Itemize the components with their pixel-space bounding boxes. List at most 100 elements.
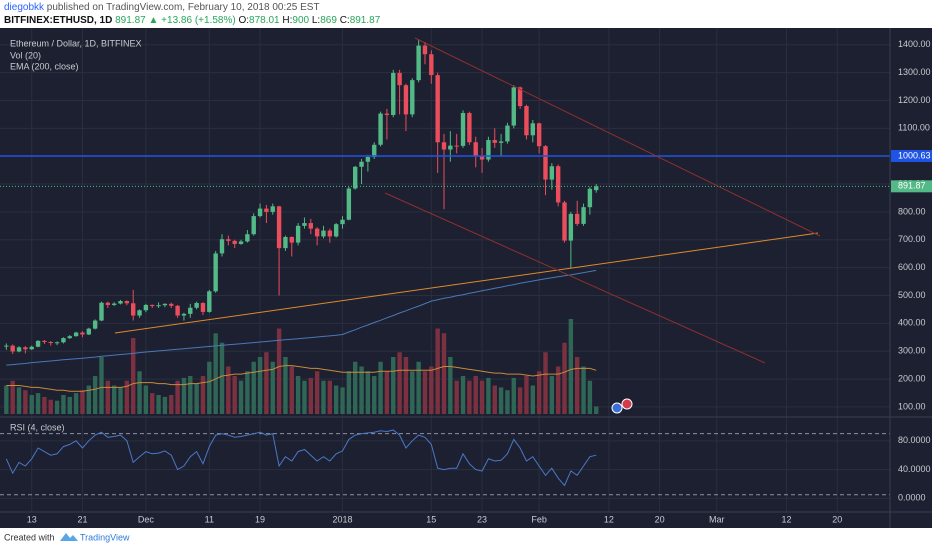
volume-layer [4, 319, 599, 414]
price-layer [0, 39, 890, 487]
volume-bar [435, 328, 440, 414]
volume-bar [422, 371, 428, 414]
volume-bar [67, 396, 72, 414]
y-tick-label: 700.00 [898, 234, 926, 244]
candle-body [35, 340, 41, 347]
candle-body [594, 186, 599, 191]
volume-bar [378, 361, 383, 414]
volume-bar [562, 342, 567, 414]
l-prefix: L: [312, 15, 320, 26]
candle-body [175, 305, 180, 316]
price-label: 1000.63 [898, 150, 931, 160]
volume-bar [479, 380, 485, 414]
candle-body [581, 207, 586, 224]
volume-bar [555, 366, 561, 414]
candle-body [226, 239, 231, 241]
x-tick-label: Dec [138, 514, 155, 524]
volume-bar [131, 338, 136, 414]
candle-body [295, 225, 301, 243]
volume-bar [251, 361, 256, 414]
channel-line [414, 37, 821, 237]
volume-bar [505, 390, 510, 414]
candle-body [4, 345, 9, 347]
candle-body [54, 342, 60, 344]
candle-body [289, 236, 294, 243]
volume-bar [594, 406, 599, 414]
y-tick-label: 1300.00 [898, 67, 931, 77]
volume-bar [137, 371, 142, 414]
candle-body [73, 332, 79, 337]
candle-body [384, 113, 390, 115]
candle-body [264, 208, 269, 212]
labels: 13 21 Dec 11 19 2018 15 23 Feb 12 20 Mar 12 20 100.00 2… [27, 39, 932, 524]
candle-body [86, 328, 91, 335]
volume-bar [105, 380, 111, 414]
volume-bar [295, 376, 301, 414]
ema-line [6, 269, 597, 366]
candle-body [188, 307, 193, 314]
candle-body [283, 236, 288, 249]
volume-bar [454, 380, 459, 414]
last-price-label: 891.87 [898, 181, 926, 191]
volume-bar [213, 333, 218, 414]
volume-bar [264, 352, 269, 414]
volume-bar [16, 387, 22, 414]
y-tick-label: 200.00 [898, 373, 926, 383]
volume-bar [391, 357, 396, 414]
volume-bar [245, 371, 250, 414]
y-tick-label: 800.00 [898, 206, 926, 216]
y-tick-label: 1200.00 [898, 95, 931, 105]
publish-line: diegobkk published on TradingView.com, F… [4, 2, 320, 13]
candle-body [562, 202, 567, 241]
published: published on TradingView.com, February 1… [44, 2, 320, 13]
volume-bar [302, 380, 307, 414]
y-tick-label: 1100.00 [898, 123, 930, 133]
low-value: 869 [320, 15, 337, 26]
candle-body [568, 213, 574, 241]
candle-body [23, 347, 28, 350]
x-tick-label: 21 [77, 514, 87, 524]
change: ▲ +13.86 (+1.58%) [149, 15, 236, 26]
volume-bar [410, 371, 415, 414]
candle-body [143, 304, 149, 311]
volume-bar [4, 385, 9, 414]
o-prefix: O: [238, 15, 249, 26]
candle-body [346, 188, 352, 220]
volume-bar [441, 333, 447, 414]
volume-bar [587, 380, 593, 414]
x-tick-label: 15 [426, 514, 436, 524]
candle-body [543, 146, 548, 180]
volume-bar [219, 342, 225, 414]
candle-body [492, 140, 497, 143]
candle-body [340, 219, 345, 225]
candle-body [403, 85, 409, 115]
volume-bar [575, 357, 580, 414]
candle-body [131, 303, 136, 316]
candle-body [486, 140, 491, 160]
last-price: 891.87 [115, 15, 146, 26]
candle-body [29, 346, 34, 350]
volume-bar [257, 357, 263, 414]
candle-body [467, 113, 472, 143]
volume-bar [384, 371, 390, 414]
volume-bar [530, 385, 535, 414]
candle-body [308, 223, 313, 229]
footer-created: Created with [4, 532, 55, 542]
volume-bar [54, 400, 60, 414]
candle-body [410, 80, 415, 115]
candle-body [498, 141, 504, 143]
volume-bar [86, 385, 91, 414]
x-tick-label: Feb [531, 514, 547, 524]
chart-background [0, 28, 932, 528]
volume-bar [118, 387, 123, 414]
x-tick-label: Mar [709, 514, 725, 524]
volume-bar [194, 383, 199, 414]
volume-bar [188, 376, 193, 414]
volume-bar [181, 377, 187, 414]
volume-bar [321, 380, 326, 414]
trend-line [114, 232, 819, 334]
candle-body [16, 347, 22, 352]
volume-bar [365, 371, 371, 414]
candle-body [213, 253, 218, 292]
open-value: 878.01 [249, 15, 280, 26]
